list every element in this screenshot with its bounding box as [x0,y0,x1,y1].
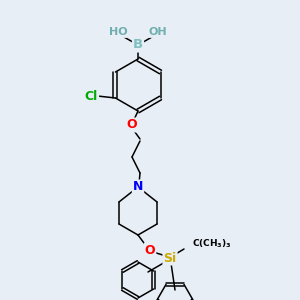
Text: HO: HO [109,27,127,37]
Text: Cl: Cl [85,89,98,103]
Text: O: O [127,118,137,131]
Text: $\mathregular{C(CH_3)_3}$: $\mathregular{C(CH_3)_3}$ [192,238,232,250]
Text: Si: Si [164,251,177,265]
Text: N: N [133,181,143,194]
Text: B: B [133,38,143,52]
Text: O: O [145,244,155,256]
Text: OH: OH [149,27,167,37]
